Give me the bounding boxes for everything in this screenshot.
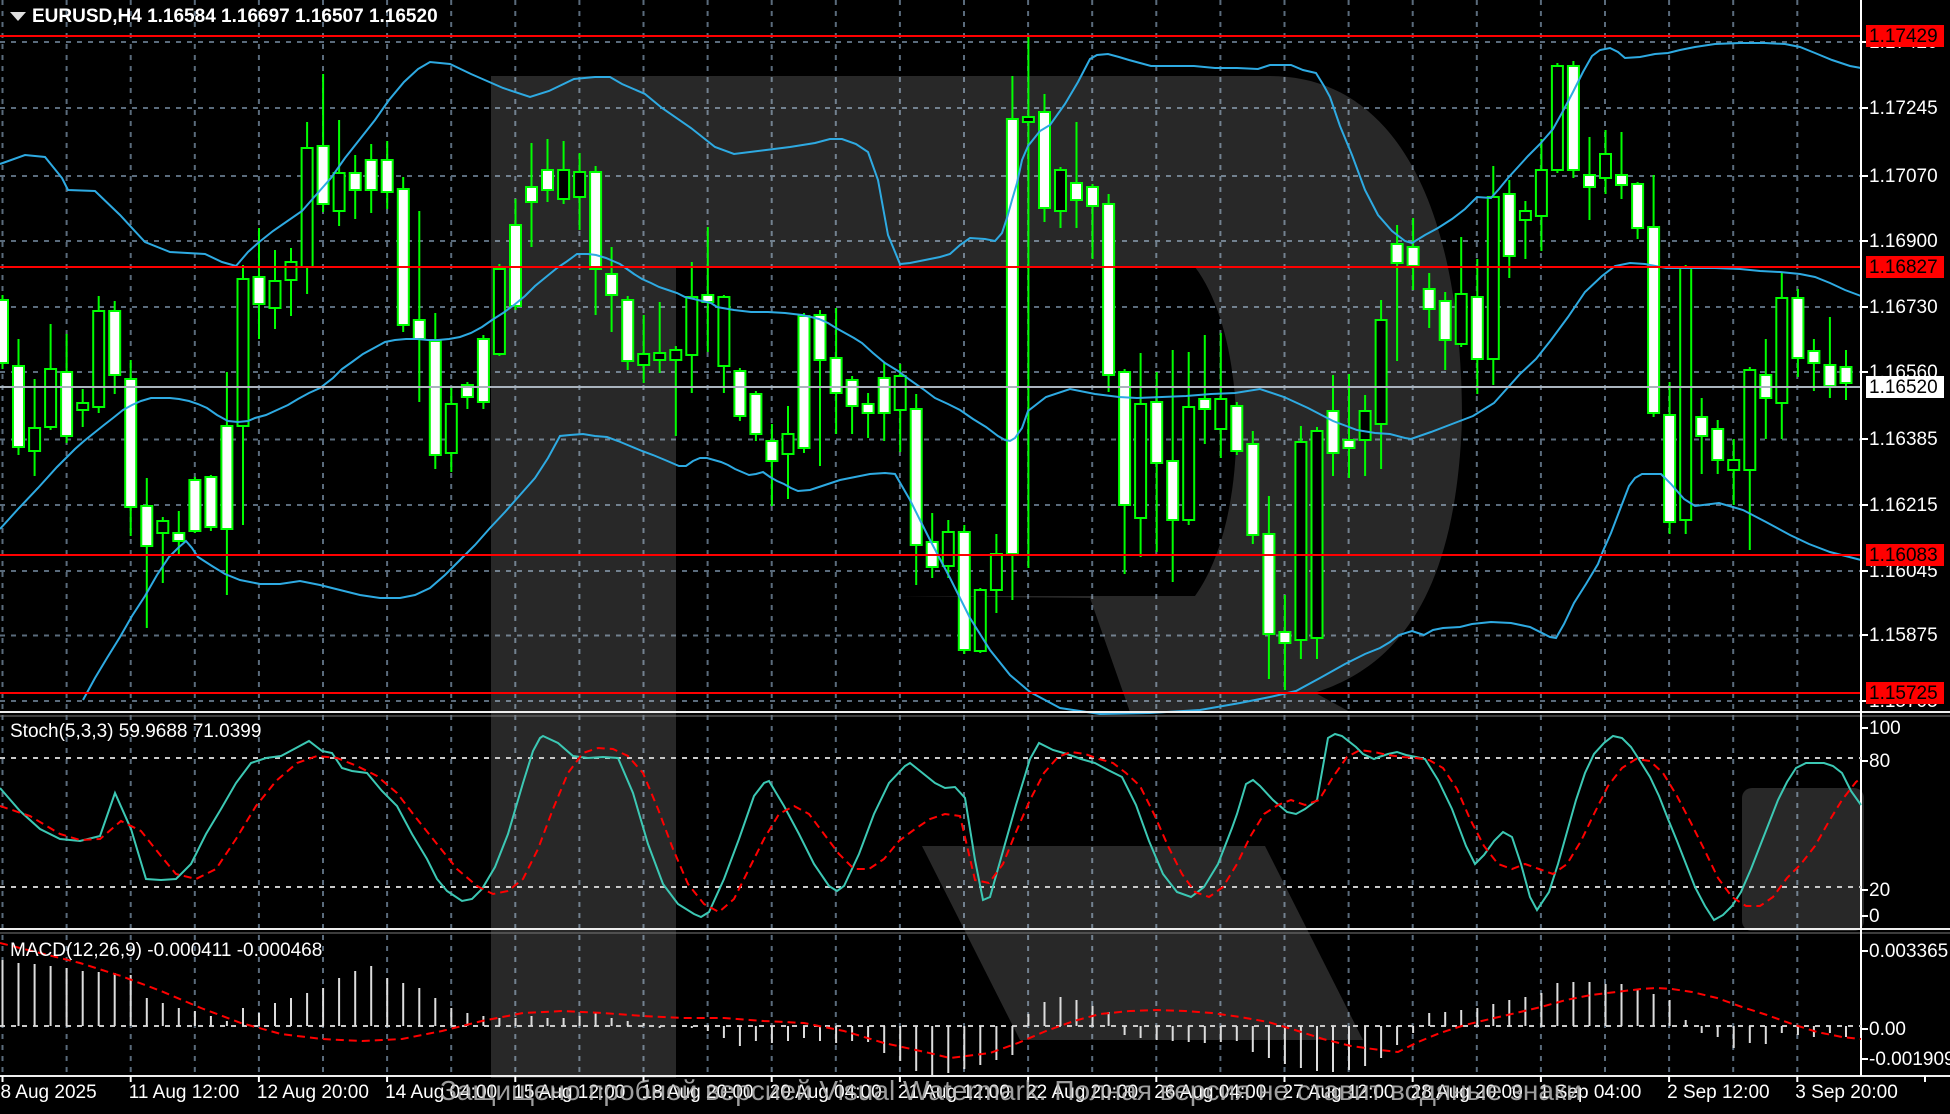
svg-text:22 Aug 20:00: 22 Aug 20:00 [1026, 1082, 1138, 1103]
svg-text:EURUSD,H4 1.16584 1.16697 1.1: EURUSD,H4 1.16584 1.16697 1.16507 1.1652… [32, 6, 438, 27]
svg-text:1 Sep 04:00: 1 Sep 04:00 [1539, 1082, 1641, 1103]
svg-text:2 Sep 12:00: 2 Sep 12:00 [1667, 1082, 1769, 1103]
svg-text:11 Aug 12:00: 11 Aug 12:00 [129, 1082, 240, 1103]
svg-text:1.17429: 1.17429 [1869, 26, 1938, 47]
svg-text:14 Aug 04:00: 14 Aug 04:00 [385, 1082, 497, 1103]
svg-text:0: 0 [1869, 906, 1880, 927]
svg-text:Stoch(5,3,3) 59.9688 71.0399: Stoch(5,3,3) 59.9688 71.0399 [10, 721, 261, 742]
svg-text:21 Aug 12:00: 21 Aug 12:00 [898, 1082, 1010, 1103]
svg-text:100: 100 [1869, 718, 1901, 739]
svg-text:1.16827: 1.16827 [1869, 257, 1938, 278]
svg-text:1.15725: 1.15725 [1869, 683, 1938, 704]
svg-text:20: 20 [1869, 880, 1890, 901]
svg-text:0.003365: 0.003365 [1869, 941, 1948, 962]
svg-text:1.16083: 1.16083 [1869, 545, 1938, 566]
svg-text:26 Aug 04:00: 26 Aug 04:00 [1154, 1082, 1266, 1103]
svg-text:1.15875: 1.15875 [1869, 625, 1938, 646]
svg-text:20 Aug 04:00: 20 Aug 04:00 [770, 1082, 882, 1103]
svg-text:1.16385: 1.16385 [1869, 429, 1938, 450]
svg-text:12 Aug 20:00: 12 Aug 20:00 [257, 1082, 369, 1103]
svg-text:1.16215: 1.16215 [1869, 495, 1938, 516]
svg-text:1.16045: 1.16045 [1869, 561, 1938, 582]
svg-text:15 Aug 12:00: 15 Aug 12:00 [513, 1082, 625, 1103]
svg-text:1.16900: 1.16900 [1869, 231, 1938, 252]
svg-text:80: 80 [1869, 751, 1890, 772]
svg-text:Защищено пробной версией Visua: Защищено пробной версией Visual Watermar… [440, 1075, 1582, 1106]
svg-text:0.00: 0.00 [1869, 1019, 1906, 1040]
svg-text:1.16520: 1.16520 [1869, 377, 1938, 398]
svg-text:1.16730: 1.16730 [1869, 297, 1938, 318]
svg-text:-0.001909: -0.001909 [1869, 1049, 1950, 1070]
svg-text:27 Aug 12:00: 27 Aug 12:00 [1283, 1082, 1395, 1103]
svg-text:28 Aug 20:00: 28 Aug 20:00 [1411, 1082, 1523, 1103]
svg-text:1.17070: 1.17070 [1869, 166, 1938, 187]
svg-text:18 Aug 20:00: 18 Aug 20:00 [642, 1082, 754, 1103]
svg-text:3 Sep 20:00: 3 Sep 20:00 [1795, 1082, 1897, 1103]
svg-text:MACD(12,26,9) -0.000411 -0.000: MACD(12,26,9) -0.000411 -0.000468 [10, 940, 322, 961]
svg-text:8 Aug 2025: 8 Aug 2025 [1, 1082, 97, 1103]
svg-text:1.17245: 1.17245 [1869, 98, 1938, 119]
